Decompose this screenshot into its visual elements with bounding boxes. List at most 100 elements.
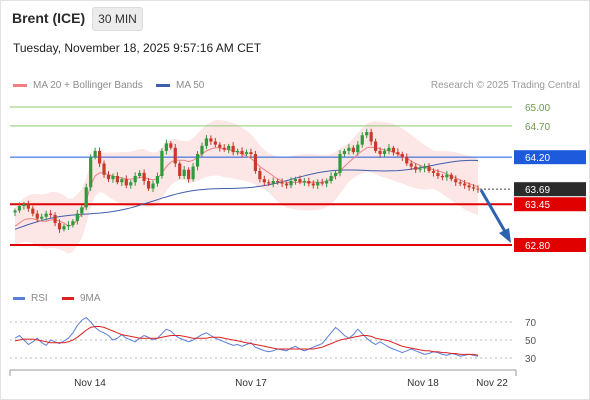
candle-body xyxy=(471,187,476,189)
rsi-legend-label: RSI xyxy=(31,293,48,304)
candle-body xyxy=(66,224,71,227)
candle-body xyxy=(338,154,342,173)
candle-body xyxy=(400,154,404,158)
bollinger-band xyxy=(15,119,478,254)
candle-body xyxy=(71,221,75,225)
support-tag xyxy=(514,238,586,252)
ma9-legend-label: 9MA xyxy=(80,293,101,304)
last-tag xyxy=(514,182,586,197)
ma20-swatch xyxy=(13,84,27,87)
rsi-tick-label: 50 xyxy=(525,336,537,347)
candle-body xyxy=(387,147,391,151)
candle-body xyxy=(396,152,400,155)
candle-body xyxy=(391,147,396,153)
candle-body xyxy=(284,183,289,186)
candle-body xyxy=(409,163,413,167)
rsi-line xyxy=(14,316,479,357)
candle-body xyxy=(307,181,311,184)
candle-body xyxy=(187,169,191,180)
candle-body xyxy=(124,179,128,186)
candle-body xyxy=(115,176,119,183)
candle-body xyxy=(151,183,155,189)
candle-body xyxy=(293,179,298,182)
candle-body xyxy=(325,181,329,184)
candle-body xyxy=(467,185,471,188)
candle-body xyxy=(289,181,293,186)
x-tick-label: Nov 22 xyxy=(476,378,508,389)
last-label: 63.69 xyxy=(525,185,550,196)
candle-body xyxy=(280,182,284,184)
candle-body xyxy=(44,213,48,217)
research-credit: Research © 2025 Trading Central xyxy=(430,80,580,91)
candle-body xyxy=(262,179,266,183)
candle-body xyxy=(427,166,431,171)
rsi-swatch xyxy=(13,297,25,300)
candle-body xyxy=(142,172,146,182)
candle-body xyxy=(93,150,97,158)
candle-body xyxy=(440,176,444,178)
ma50-legend-label: MA 50 xyxy=(176,80,205,91)
candle-body xyxy=(84,187,88,208)
candle-body xyxy=(35,213,39,219)
candle-body xyxy=(449,174,453,180)
candle-body xyxy=(218,144,222,148)
candle-body xyxy=(138,172,142,176)
candle-body xyxy=(129,182,133,186)
candle-body xyxy=(160,150,164,176)
candle-body xyxy=(271,181,275,184)
candle-body xyxy=(342,150,347,155)
candle-body xyxy=(369,132,373,142)
candle-body xyxy=(333,172,338,176)
candle-body xyxy=(89,157,93,188)
candle-body xyxy=(347,147,351,151)
pivot-label: 64.20 xyxy=(525,153,550,164)
instrument-title: Brent (ICE) xyxy=(12,10,86,26)
candle-body xyxy=(414,166,418,170)
candle-body xyxy=(351,147,355,153)
support-tag xyxy=(514,197,586,212)
candle-body xyxy=(62,226,66,230)
candle-body xyxy=(240,150,244,155)
ma50-legend: MA 50 xyxy=(156,80,204,91)
ma20-legend-label: MA 20 + Bollinger Bands xyxy=(33,80,143,91)
candle-body xyxy=(320,182,324,184)
candle-body xyxy=(235,150,240,153)
support-label: 62.80 xyxy=(525,241,550,252)
candle-body xyxy=(436,172,440,176)
forecast-arrow-shaft xyxy=(479,189,509,236)
candle-body xyxy=(374,141,378,151)
candle-body xyxy=(418,168,422,170)
candle-body xyxy=(40,216,44,219)
candle-body xyxy=(80,207,84,214)
candle-body xyxy=(26,204,30,209)
candle-body xyxy=(360,135,364,145)
rsi-tick-label: 30 xyxy=(525,354,537,365)
candle-body xyxy=(311,183,315,186)
resistance-label: 64.70 xyxy=(525,122,550,133)
candle-body xyxy=(454,179,458,183)
candle-body xyxy=(22,204,26,207)
candle-body xyxy=(102,163,106,175)
candle-body xyxy=(476,188,480,190)
candle-body xyxy=(195,154,200,167)
candle-body xyxy=(146,181,151,189)
candle-body xyxy=(445,174,449,178)
candle-body xyxy=(382,150,387,155)
pivot-tag xyxy=(514,150,586,165)
timeframe-button[interactable]: 30 MIN xyxy=(92,7,143,31)
candle-body xyxy=(31,208,35,214)
support-label: 63.45 xyxy=(525,200,550,211)
ma9-swatch xyxy=(62,297,74,300)
ma9-legend: 9MA xyxy=(62,293,101,304)
candle-body xyxy=(191,166,195,180)
candle-body xyxy=(17,206,22,211)
candle-body xyxy=(133,176,137,183)
candle-body xyxy=(244,152,249,155)
ma50-swatch xyxy=(156,84,170,87)
ma20-legend: MA 20 + Bollinger Bands xyxy=(13,80,143,91)
candle-body xyxy=(106,174,111,180)
candle-body xyxy=(316,182,320,186)
candle-body xyxy=(97,150,102,164)
candle-body xyxy=(458,182,462,184)
